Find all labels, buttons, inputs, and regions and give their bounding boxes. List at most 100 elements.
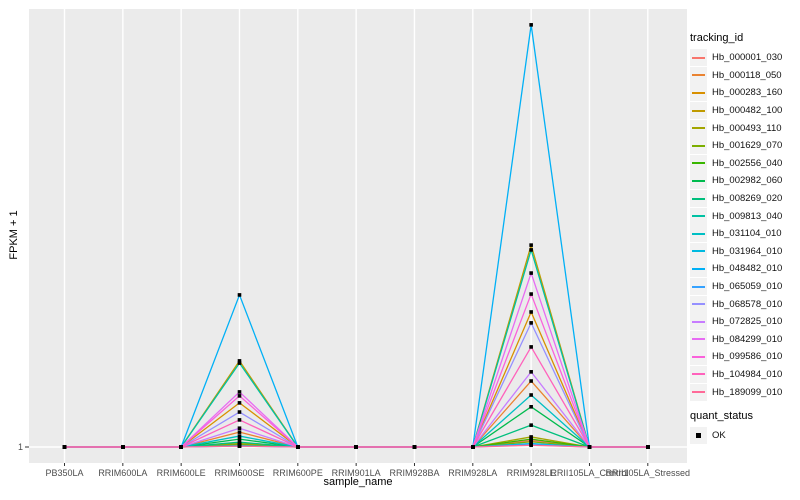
legend-key-swatch (690, 225, 707, 243)
x-tick-label: RRIM901LA (332, 468, 381, 478)
legend-item: Hb_009813_040 (690, 207, 800, 225)
x-axis-title: sample_name (323, 476, 393, 488)
data-point (529, 292, 533, 296)
legend-line-icon (692, 162, 705, 165)
legend-item-label: Hb_031964_010 (712, 245, 783, 257)
legend-item-label: Hb_099586_010 (712, 351, 783, 363)
data-point (646, 445, 650, 449)
legend-key-swatch (690, 383, 707, 401)
data-point (237, 437, 242, 441)
data-point (529, 243, 533, 247)
legend-item-label: Hb_031104_010 (712, 228, 782, 240)
x-tick-label: RRIM600LE (157, 468, 206, 478)
data-point (529, 271, 533, 275)
legend-item-label: Hb_000283_160 (712, 87, 783, 99)
ok-key-swatch (690, 427, 707, 445)
data-point (412, 445, 417, 449)
data-point (529, 23, 533, 27)
legend-line-icon (692, 391, 705, 394)
data-point (237, 293, 242, 297)
legend-key-swatch (690, 365, 707, 383)
x-tick-label: RRIM928BA (389, 468, 439, 478)
x-tick-label: RRIM600LA (98, 468, 147, 478)
data-point (529, 370, 533, 374)
legend-item-label: Hb_009813_040 (712, 210, 783, 222)
legend-item-label: Hb_104984_010 (712, 368, 783, 380)
legend-item: Hb_000001_030 (690, 49, 800, 67)
x-tick-label: RRII105LA_Control (550, 468, 628, 478)
legend-key-swatch (690, 278, 707, 296)
legend-line-icon (692, 215, 705, 218)
data-point (237, 418, 242, 422)
legend-item-label: Hb_189099_010 (712, 386, 783, 398)
x-tick-label: RRIM928LA (448, 468, 497, 478)
legend-key-swatch (690, 330, 707, 348)
legend-item: Hb_001629_070 (690, 137, 800, 155)
x-tick-label: RRIM600PE (273, 468, 323, 478)
legend-item: Hb_000283_160 (690, 84, 800, 102)
legend-key-swatch (690, 207, 707, 225)
legend: tracking_id Hb_000001_030 Hb_000118_050 Hb… (690, 32, 800, 445)
legend-item-label: Hb_000482_100 (712, 105, 783, 117)
legend-item: Hb_068578_010 (690, 295, 800, 313)
legend-item: Hb_072825_010 (690, 313, 800, 331)
legend-item: Hb_104984_010 (690, 365, 800, 384)
legend-item-label: Hb_072825_010 (712, 316, 783, 328)
legend-key-swatch (690, 137, 707, 155)
data-point (587, 445, 592, 449)
data-point (529, 437, 533, 441)
data-point (529, 393, 533, 397)
data-point (237, 390, 242, 394)
legend-item: Hb_008269_020 (690, 190, 800, 208)
data-point (471, 445, 475, 449)
legend-line-icon (692, 232, 705, 235)
data-point (237, 426, 242, 431)
legend-key-swatch (690, 102, 707, 120)
legend-item: Hb_189099_010 (690, 383, 800, 401)
data-point (529, 423, 533, 427)
data-point (529, 345, 533, 349)
legend-key-swatch (690, 313, 707, 331)
legend-item: Hb_048482_010 (690, 260, 800, 278)
legend-item: Hb_099586_010 (690, 348, 800, 366)
x-tick-label: RRII105LA_Stressed (606, 468, 691, 478)
legend-item: Hb_084299_010 (690, 330, 800, 349)
legend-item-label: Hb_001629_070 (712, 140, 783, 152)
legend-item-label: Hb_002556_040 (712, 157, 783, 169)
x-tick-label: RRIM600SE (214, 468, 264, 478)
data-point (529, 321, 533, 325)
legend-line-icon (692, 285, 705, 288)
data-point (237, 434, 242, 438)
data-point (121, 445, 125, 449)
legend-line-icon (692, 91, 705, 94)
data-point (237, 444, 242, 448)
legend-item: Hb_065059_010 (690, 278, 800, 296)
data-point (237, 410, 242, 414)
data-point (237, 359, 242, 363)
x-tick-label: PB350LA (45, 468, 83, 478)
y-tick-label: 1 (18, 442, 23, 452)
data-point (179, 445, 183, 449)
data-point (237, 430, 242, 434)
legend-item-label: Hb_008269_020 (712, 193, 783, 205)
legend-item-ok: OK (690, 427, 800, 445)
data-point (237, 401, 242, 405)
data-point (529, 248, 533, 252)
legend-key-swatch (690, 49, 707, 67)
data-point (529, 310, 533, 314)
legend-key-swatch (690, 295, 707, 313)
black-square-point-icon (696, 433, 701, 438)
legend-item: Hb_000118_050 (690, 66, 800, 85)
legend-item: Hb_000493_110 (690, 119, 800, 137)
legend-line-icon (692, 109, 705, 112)
legend-line-icon (692, 56, 705, 59)
legend-line-icon (692, 320, 705, 323)
legend-key-swatch (690, 172, 707, 190)
data-point (529, 443, 533, 448)
legend-line-icon (692, 74, 705, 77)
legend-item-label: Hb_000001_030 (712, 52, 783, 64)
legend-key-swatch (690, 190, 707, 208)
legend-item: Hb_002556_040 (690, 154, 800, 173)
